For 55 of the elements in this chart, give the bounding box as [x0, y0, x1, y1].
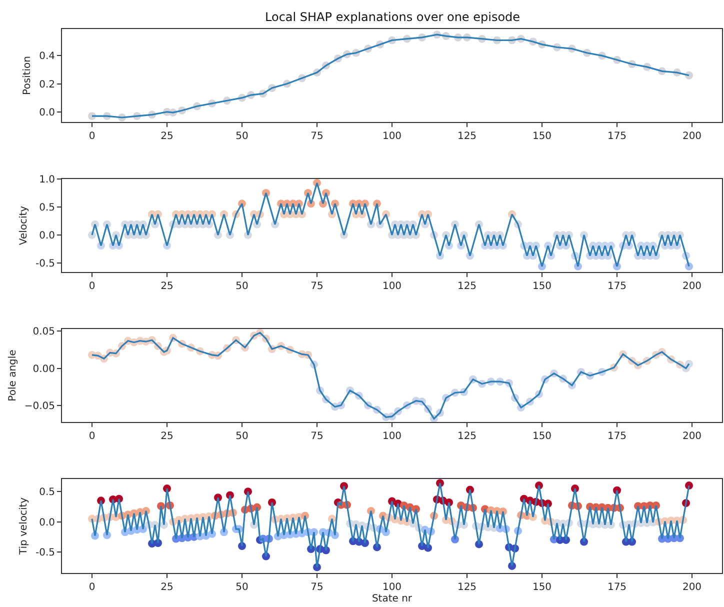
y-tick-label: 0.05: [32, 326, 55, 338]
x-tick-label: 25: [160, 431, 174, 442]
x-tick-label: 175: [607, 431, 627, 442]
y-tick-label: 0.2: [39, 79, 55, 90]
y-tick-label: 0.00: [32, 364, 55, 375]
y-axis-title: Velocity: [18, 206, 30, 246]
x-tick-label: 125: [457, 131, 477, 142]
x-tick-label: 125: [457, 582, 477, 593]
x-axis-title: State nr: [372, 594, 413, 604]
x-tick-label: 175: [607, 582, 627, 593]
y-tick-label: 0.5: [39, 202, 55, 214]
x-tick-label: 0: [88, 281, 96, 292]
x-tick-label: 150: [532, 281, 552, 292]
x-tick-label: 75: [310, 431, 324, 442]
x-tick-label: 125: [457, 431, 477, 442]
x-tick-label: 0: [88, 582, 96, 593]
y-tick-label: -0.5: [35, 258, 55, 270]
y-tick-label: 0.0: [39, 230, 55, 242]
x-tick-label: 25: [160, 281, 174, 292]
x-tick-label: 125: [457, 281, 477, 292]
x-tick-label: 100: [382, 281, 402, 292]
y-tick-label: 0.4: [39, 51, 55, 62]
x-tick-label: 150: [532, 131, 552, 142]
y-tick-label: −0.05: [24, 400, 55, 412]
x-tick-label: 50: [236, 281, 248, 292]
y-axis-title: Tip velocity: [18, 497, 30, 556]
x-tick-label: 100: [382, 582, 402, 593]
y-tick-label: -0.5: [35, 548, 55, 559]
x-tick-label: 75: [310, 131, 324, 142]
y-tick-label: 0.0: [39, 517, 55, 528]
x-tick-label: 75: [310, 582, 324, 593]
x-tick-label: 175: [607, 281, 627, 292]
x-tick-label: 75: [310, 281, 324, 292]
x-tick-label: 100: [382, 431, 402, 442]
y-tick-label: 1.0: [39, 174, 55, 186]
chart-title: Local SHAP explanations over one episode: [265, 10, 520, 24]
x-tick-label: 150: [532, 582, 552, 593]
x-tick-label: 0: [88, 131, 96, 142]
x-tick-label: 0: [88, 431, 96, 442]
x-tick-label: 200: [682, 131, 702, 142]
x-tick-label: 100: [382, 131, 402, 142]
x-tick-label: 25: [160, 131, 174, 142]
x-tick-label: 175: [607, 131, 627, 142]
y-tick-label: 0.5: [39, 487, 55, 498]
x-tick-label: 200: [682, 431, 702, 442]
x-tick-label: 200: [682, 582, 702, 593]
x-tick-label: 150: [532, 431, 552, 442]
x-tick-label: 50: [236, 582, 248, 593]
x-tick-label: 200: [682, 281, 702, 292]
x-tick-label: 25: [160, 582, 174, 593]
y-tick-label: 0.0: [39, 107, 55, 118]
y-axis-title: Pole angle: [7, 350, 18, 402]
x-tick-label: 50: [236, 131, 248, 142]
y-axis-title: Position: [22, 56, 34, 95]
x-tick-label: 50: [236, 431, 248, 442]
